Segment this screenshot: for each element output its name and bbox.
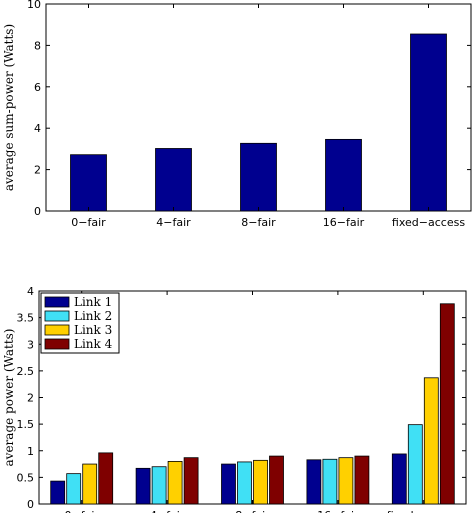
bar [151,466,167,505]
bar [439,303,455,505]
bar [306,459,322,505]
legend-label: Link 3 [74,323,112,337]
legend-swatch [44,310,70,322]
bar [221,463,236,505]
bar [410,33,447,212]
bar [325,138,362,212]
y-tick-label: 0 [34,205,41,218]
bar [155,148,192,212]
bar [322,458,338,505]
bar [269,455,284,505]
bar [66,473,82,505]
y-tick-label: 3.5 [17,312,35,325]
bar [423,377,439,505]
x-tick-label: 4−fair [150,509,185,513]
legend-swatch [44,296,70,308]
bar [82,463,98,505]
legend-label: Link 4 [74,337,113,351]
y-tick-label: 8 [34,39,41,52]
legend-swatch [44,324,70,336]
bar [183,457,199,505]
y-tick-label: 0.5 [17,471,35,484]
x-tick-label: 8−fair [241,216,276,229]
x-tick-label: 0−fair [64,509,99,513]
bar [237,461,252,505]
bar [70,154,107,212]
bar [135,467,151,505]
bar [391,453,407,505]
sum-power-chart: 0 2 4 6 8 10 0−fair 4−fair 8−fair 16−fair fixed−ac… [2,0,472,229]
y-tick-label: 2 [27,392,34,405]
bar [98,452,114,505]
legend-label: Link 2 [74,309,112,323]
bar [167,460,183,505]
y-tick-label: 4 [27,285,34,298]
x-tick-label: fixed−access [392,216,465,229]
bar [407,424,423,505]
x-tick-label: 4−fair [156,216,191,229]
bar [253,459,268,505]
y-tick-label: 1 [27,445,34,458]
bar [50,480,66,505]
y-axis-label: average power (Watts) [2,329,16,467]
x-tick-label: 16−fair [323,216,365,229]
per-link-power-chart: 0 0.5 1 1.5 2 2.5 3 3.5 4 0−fair 4−fair 8−fair 16−fa… [2,285,467,513]
bar [338,457,354,505]
bar [240,142,277,212]
x-tick-label: 8−fair [235,509,270,513]
x-tick-label: fixed−access [387,509,460,513]
legend-label: Link 1 [74,295,112,309]
x-tick-label: 0−fair [71,216,106,229]
y-tick-label: 3 [27,338,34,351]
y-tick-label: 1.5 [17,418,35,431]
y-tick-label: 2.5 [17,365,35,378]
y-axis-label: average sum-power (Watts) [2,24,16,191]
y-tick-label: 6 [34,81,41,94]
y-tick-label: 0 [27,498,34,511]
y-tick-label: 2 [34,164,41,177]
y-tick-label: 10 [27,0,41,11]
x-tick-label: 16−fair [317,509,359,513]
bar [354,455,370,505]
y-tick-label: 4 [34,122,41,135]
legend-swatch [44,338,70,350]
